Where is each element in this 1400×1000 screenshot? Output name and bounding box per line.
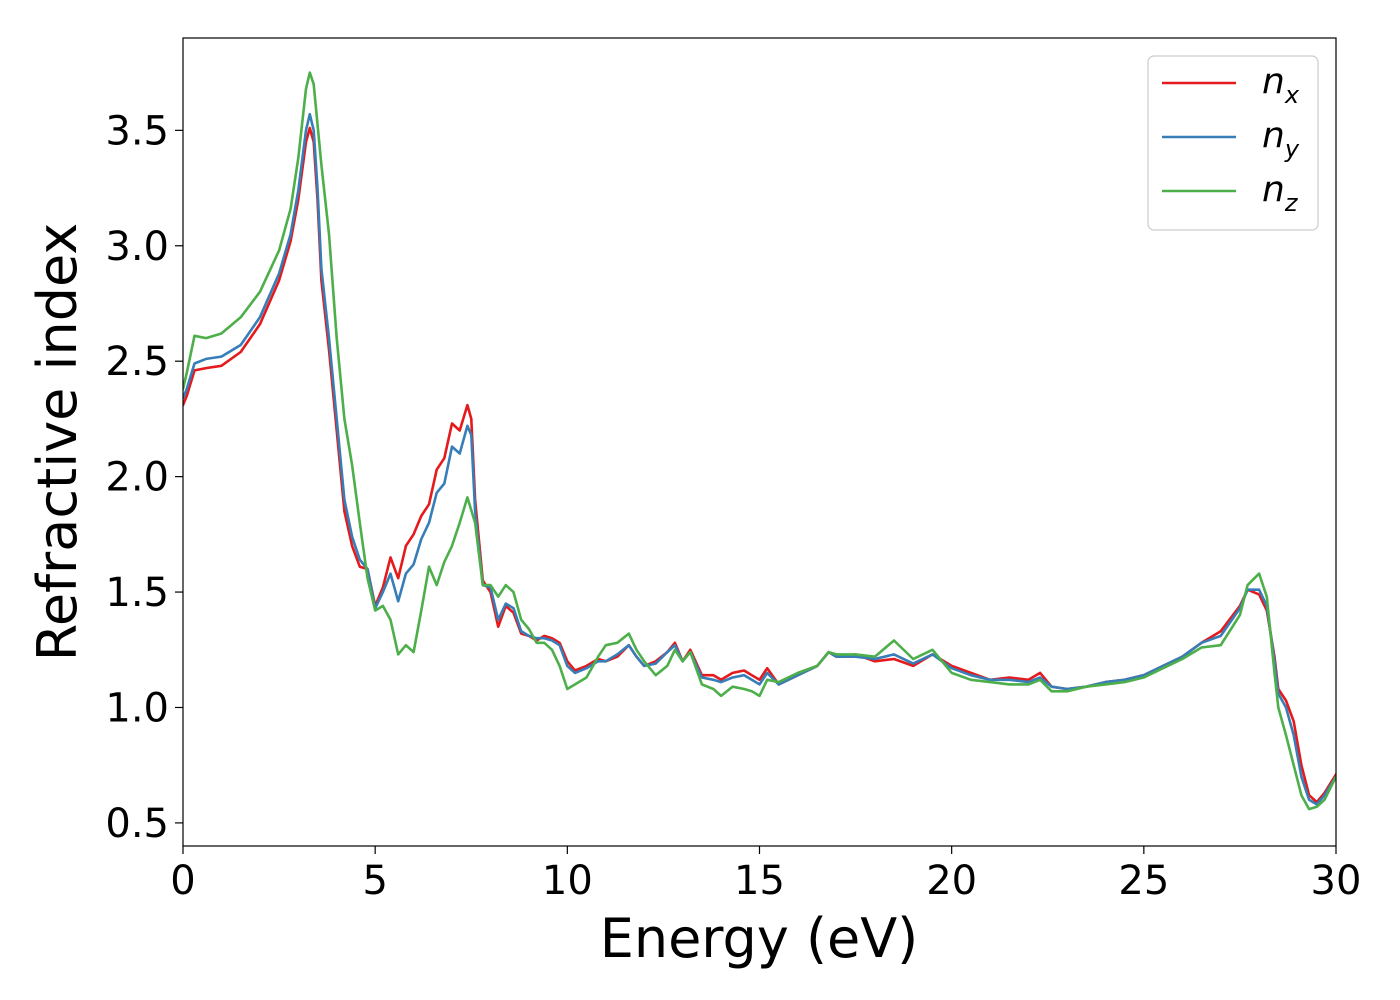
y-axis-label: Refractive index [26,223,89,662]
legend-label-subscript: x [1284,81,1300,109]
series-line-ny [183,112,1336,806]
x-tick-label: 15 [734,858,785,904]
y-tick-label: 3.5 [105,108,169,154]
x-tick-label: 5 [362,858,387,904]
series-line-nz [183,71,1336,811]
x-axis-label: Energy (eV) [600,907,919,970]
legend-box [1147,55,1319,231]
y-axis-ticks: 0.5 1.0 1.5 2.0 2.5 3.0 3.5 [105,108,183,847]
x-tick-label: 20 [926,858,977,904]
series-layer [183,71,1336,811]
y-tick-label: 3.0 [105,224,169,270]
y-tick-label: 1.0 [105,685,169,731]
legend-label-subscript: z [1284,189,1299,217]
x-tick-label: 0 [170,858,195,904]
x-tick-label: 30 [1311,858,1362,904]
y-tick-label: 2.5 [105,339,169,385]
legend-label-nz: nz [1262,169,1299,217]
x-tick-label: 10 [542,858,593,904]
legend-label-subscript: y [1284,135,1300,163]
legend-label-nx: nx [1262,61,1300,109]
y-tick-label: 1.5 [105,570,169,616]
legend-label-main: n [1262,169,1285,210]
x-tick-label: 25 [1118,858,1169,904]
x-axis-ticks: 0 5 10 15 20 25 30 [170,846,1361,904]
legend-label-ny: ny [1262,115,1300,163]
legend-label-main: n [1262,61,1285,102]
legend-label-main: n [1262,115,1285,156]
y-tick-label: 0.5 [105,801,169,847]
y-tick-label: 2.0 [105,455,169,501]
